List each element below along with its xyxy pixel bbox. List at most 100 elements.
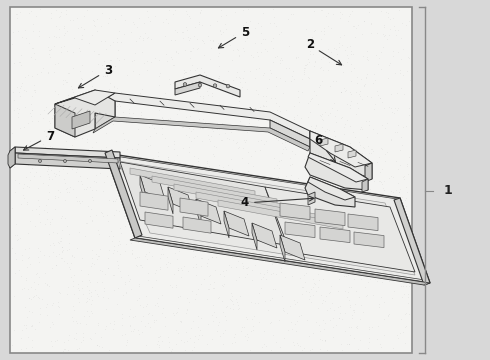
Point (203, 264, 211, 269)
Point (24, 153, 32, 158)
Point (120, 109, 127, 115)
Point (32, 292, 40, 298)
Point (155, 190, 163, 195)
Point (70, 291, 78, 297)
Point (294, 342, 302, 348)
Point (156, 264, 164, 270)
Point (350, 244, 358, 250)
Point (221, 267, 229, 273)
Point (215, 75, 223, 81)
Point (241, 274, 249, 280)
Point (198, 235, 206, 241)
Point (24, 72, 32, 78)
Point (381, 152, 389, 157)
Point (108, 148, 116, 154)
Point (213, 18, 221, 24)
Point (401, 218, 409, 224)
Point (265, 76, 273, 82)
Point (74, 82, 82, 88)
Point (133, 222, 141, 228)
Point (285, 43, 293, 49)
Circle shape (89, 159, 92, 162)
Point (83, 148, 91, 154)
Point (367, 21, 375, 27)
Point (394, 234, 402, 239)
Point (203, 88, 211, 94)
Point (386, 62, 393, 68)
Point (207, 215, 215, 221)
Point (216, 64, 223, 69)
Point (328, 189, 336, 195)
Point (174, 265, 182, 271)
Point (207, 211, 215, 216)
Point (70, 272, 77, 278)
Point (259, 274, 267, 280)
Point (239, 75, 247, 81)
Point (351, 34, 359, 40)
Point (19, 252, 26, 258)
Point (63, 185, 71, 191)
Point (281, 78, 289, 84)
Point (263, 232, 270, 238)
Point (288, 148, 295, 154)
Point (64, 70, 72, 76)
Point (55, 26, 63, 32)
Point (85, 290, 93, 296)
Point (77, 24, 85, 30)
Point (11, 250, 19, 256)
Point (271, 226, 279, 232)
Point (388, 235, 396, 241)
Point (262, 103, 270, 109)
Point (182, 24, 190, 30)
Point (23, 322, 30, 328)
Point (230, 334, 238, 339)
Point (220, 309, 227, 315)
Point (204, 132, 212, 138)
Point (107, 182, 115, 188)
Point (69, 17, 77, 23)
Point (25, 295, 33, 301)
Polygon shape (145, 212, 173, 228)
Point (279, 239, 287, 244)
Point (352, 288, 360, 293)
Point (113, 248, 121, 253)
Point (216, 208, 223, 214)
Point (92, 172, 100, 178)
Point (89, 197, 97, 203)
Point (251, 212, 259, 218)
Point (44, 165, 51, 170)
Point (48, 265, 56, 271)
Point (68, 166, 75, 171)
Point (238, 260, 245, 266)
Point (24, 286, 31, 292)
Point (301, 279, 309, 285)
Point (143, 58, 150, 63)
Point (262, 94, 270, 99)
Point (35, 33, 43, 39)
Point (209, 302, 217, 308)
Point (312, 123, 320, 129)
Point (259, 10, 267, 15)
Point (11, 189, 19, 195)
Point (187, 48, 195, 53)
Point (262, 138, 270, 144)
Point (355, 139, 363, 145)
Point (65, 231, 73, 237)
Point (398, 142, 406, 148)
Point (268, 242, 275, 248)
Point (181, 186, 189, 192)
Point (399, 124, 407, 130)
Point (362, 293, 369, 298)
Point (252, 66, 260, 72)
Point (219, 215, 226, 221)
Point (84, 161, 92, 167)
Point (149, 195, 157, 201)
Point (206, 56, 214, 62)
Point (369, 148, 377, 153)
Point (379, 255, 387, 261)
Point (88, 194, 96, 199)
Point (81, 233, 89, 239)
Point (298, 89, 306, 95)
Point (216, 27, 223, 33)
Point (154, 153, 162, 158)
